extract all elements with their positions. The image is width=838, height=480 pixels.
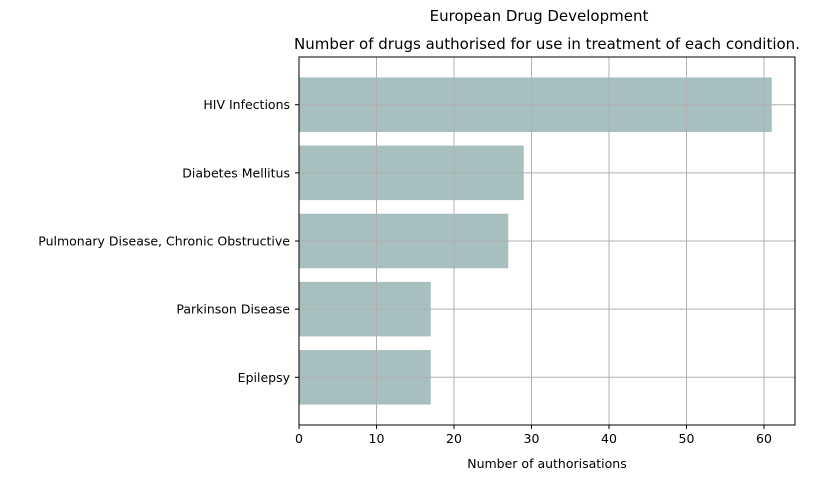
- y-tick-label: HIV Infections: [203, 97, 290, 112]
- x-tick-label: 30: [524, 431, 540, 446]
- x-axis-label: Number of authorisations: [467, 456, 627, 471]
- x-tick-labels: 0 10 20 30 40 50 60: [295, 425, 772, 446]
- y-tick-label: Epilepsy: [238, 370, 291, 385]
- x-tick-label: 50: [679, 431, 695, 446]
- y-tick-label: Parkinson Disease: [176, 302, 290, 317]
- grid-lines: [298, 57, 795, 425]
- x-tick-label: 0: [295, 431, 303, 446]
- x-tick-label: 20: [446, 431, 462, 446]
- x-tick-label: 40: [601, 431, 617, 446]
- chart-title: Number of drugs authorised for use in tr…: [294, 35, 800, 53]
- y-tick-label: Pulmonary Disease, Chronic Obstructive: [38, 234, 290, 249]
- y-tick-labels: HIV Infections Diabetes Mellitus Pulmonary…: [38, 97, 299, 385]
- x-tick-label: 10: [369, 431, 385, 446]
- y-tick-label: Diabetes Mellitus: [182, 165, 290, 180]
- figure-suptitle: European Drug Development: [429, 7, 649, 25]
- x-tick-label: 60: [756, 431, 772, 446]
